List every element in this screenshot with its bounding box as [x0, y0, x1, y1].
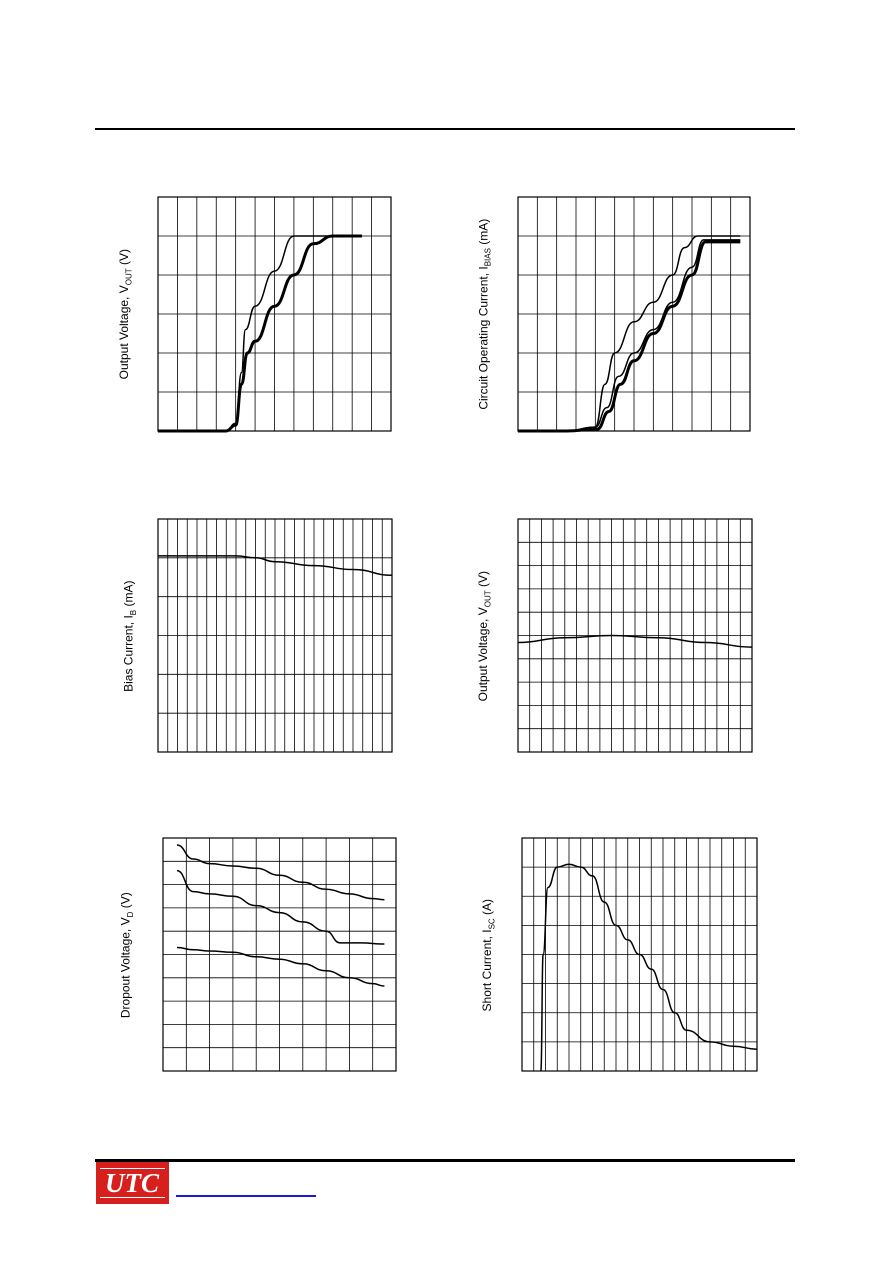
- series-line-3: [518, 240, 741, 433]
- footer-rule: [95, 1159, 795, 1162]
- chart-output-voltage-vs-temperature: [517, 518, 753, 753]
- y-axis-label: Circuit Operating Current, IBIAS (mA): [475, 218, 493, 410]
- plot-frame: [521, 837, 758, 1072]
- plot-frame: [162, 837, 397, 1072]
- header-rule: [95, 128, 795, 130]
- plot-frame: [157, 196, 392, 432]
- series-line-1: [158, 235, 362, 432]
- chart-short-current-vs-input: [521, 837, 758, 1072]
- plot-frame: [157, 518, 393, 753]
- series-line-2: [176, 869, 385, 945]
- y-axis-label: Output Voltage, VOUT (V): [116, 249, 134, 380]
- y-axis-label: Output Voltage, VOUT (V): [475, 570, 493, 701]
- chart-dropout-voltage-vs-temperature: [162, 837, 397, 1072]
- website-link[interactable]: [176, 1195, 316, 1197]
- logo-lettering: UTC: [105, 1168, 160, 1198]
- series-line-1: [517, 634, 753, 648]
- series-line-2: [158, 234, 362, 433]
- logo-stripe: [100, 1197, 165, 1198]
- plot-frame: [517, 196, 751, 432]
- chart-operating-current-vs-input: [517, 196, 751, 433]
- svg-text:UTC: UTC: [105, 1168, 160, 1198]
- y-axis-label: Bias Current, IB (mA): [121, 580, 138, 692]
- chart-bias-current-vs-temperature: [157, 518, 393, 753]
- series-line-1: [518, 235, 741, 432]
- series-line-1: [158, 555, 393, 577]
- series-line-1: [176, 844, 385, 901]
- series-line-2: [518, 239, 741, 432]
- series-line-3: [176, 946, 385, 987]
- utc-logo: UTC: [96, 1162, 169, 1204]
- chart-output-voltage-vs-input: [157, 196, 392, 433]
- plot-frame: [517, 518, 753, 753]
- series-line-1: [540, 863, 758, 1072]
- y-axis-label: Short Current, ISC (A): [479, 898, 496, 1011]
- logo-stripe: [100, 1168, 165, 1169]
- y-axis-label: Dropout Voltage, VD (V): [118, 891, 136, 1018]
